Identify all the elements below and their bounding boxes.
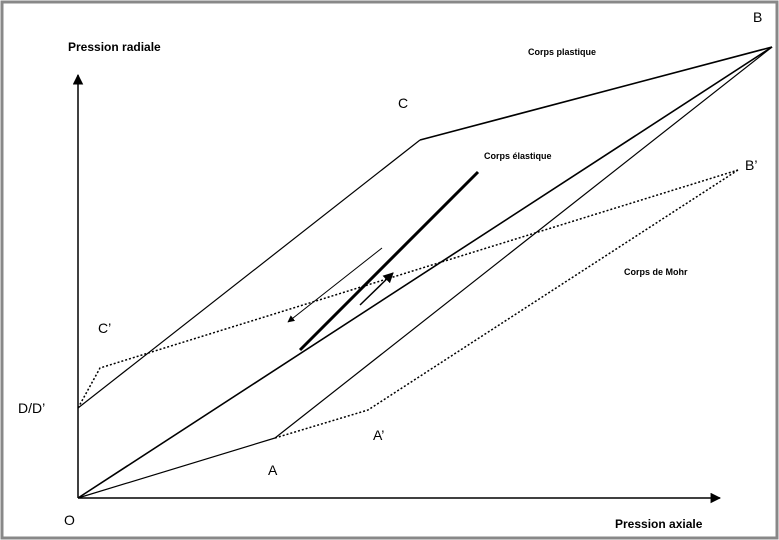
region-label: Corps de Mohr: [624, 267, 688, 277]
point-label: A: [268, 462, 278, 478]
line-AAB-prime: [274, 169, 739, 439]
arrow-up: [359, 272, 394, 306]
line-CB: [419, 46, 773, 141]
point-label: C’: [98, 320, 111, 336]
point-label: B’: [745, 157, 757, 173]
arrow-down: [287, 247, 383, 323]
line-DC: [77, 139, 421, 409]
region-label: Corps plastique: [528, 47, 596, 57]
line-DCB-prime: [77, 169, 739, 409]
point-label: B: [753, 9, 762, 25]
elastic-line: [298, 170, 480, 352]
region-label: Corps élastique: [484, 151, 552, 161]
point-label: A’: [373, 427, 384, 443]
origin-label: O: [64, 512, 75, 528]
line-OB: [77, 46, 773, 499]
point-label: D/D’: [18, 400, 45, 416]
point-label: C: [398, 95, 408, 111]
x-axis-label: Pression axiale: [615, 517, 703, 531]
line-OA: [77, 437, 276, 499]
y-axis-label: Pression radiale: [68, 40, 161, 54]
line-AB: [274, 46, 773, 439]
dotted-lines: [77, 169, 739, 439]
solid-lines: [77, 46, 773, 499]
